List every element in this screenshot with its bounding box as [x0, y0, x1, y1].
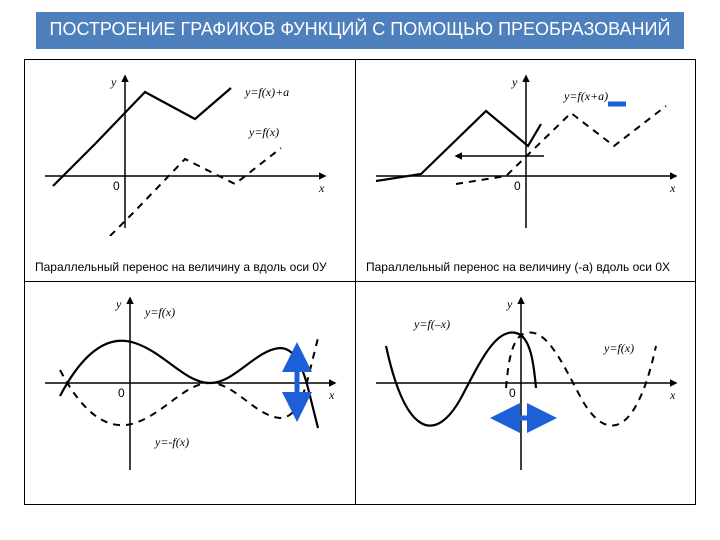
svg-text:0: 0: [118, 386, 125, 400]
caption-vertical-shift: Параллельный перенос на величину a вдоль…: [35, 260, 345, 274]
panel-horizontal-shift: 0 x y y=f(x+a) Параллельный перенос на вели…: [356, 60, 696, 282]
svg-text:0: 0: [509, 386, 516, 400]
panel-reflect-x: 0 x y y=f(x) y=-f(x): [25, 282, 356, 504]
svg-text:y=f(x)+a: y=f(x)+a: [244, 85, 289, 99]
svg-text:x: x: [318, 181, 325, 195]
svg-text:y: y: [115, 297, 122, 311]
svg-text:y=-f(x): y=-f(x): [154, 435, 189, 449]
svg-text:y: y: [511, 75, 518, 89]
panel-vertical-shift: 0 x y y=f(x)+a y=f(x) Параллельный перенос н…: [25, 60, 356, 282]
page-title: ПОСТРОЕНИЕ ГРАФИКОВ ФУНКЦИЙ С ПОМОЩЬЮ ПР…: [36, 12, 684, 49]
caption-horizontal-shift: Параллельный перенос на величину (-a) вд…: [366, 260, 686, 274]
svg-text:x: x: [669, 388, 676, 402]
svg-text:0: 0: [113, 179, 120, 193]
diagram-horizontal-shift: 0 x y y=f(x+a): [366, 66, 686, 236]
svg-text:y=f(x+a): y=f(x+a): [563, 89, 608, 103]
svg-text:y: y: [110, 75, 117, 89]
svg-text:y=f(x): y=f(x): [248, 125, 279, 139]
panel-reflect-y: 0 x y y=f(–x) y=f(x): [356, 282, 696, 504]
diagram-vertical-shift: 0 x y y=f(x)+a y=f(x): [35, 66, 335, 236]
svg-text:y=f(x): y=f(x): [144, 305, 175, 319]
svg-text:y=f(–x): y=f(–x): [413, 317, 450, 331]
panel-grid: 0 x y y=f(x)+a y=f(x) Параллельный перенос н…: [24, 59, 696, 505]
svg-text:x: x: [669, 181, 676, 195]
svg-text:x: x: [328, 388, 335, 402]
diagram-reflect-x: 0 x y y=f(x) y=-f(x): [35, 288, 345, 478]
diagram-reflect-y: 0 x y y=f(–x) y=f(x): [366, 288, 686, 478]
svg-text:y: y: [506, 297, 513, 311]
svg-text:y=f(x): y=f(x): [603, 341, 634, 355]
svg-text:0: 0: [514, 179, 521, 193]
